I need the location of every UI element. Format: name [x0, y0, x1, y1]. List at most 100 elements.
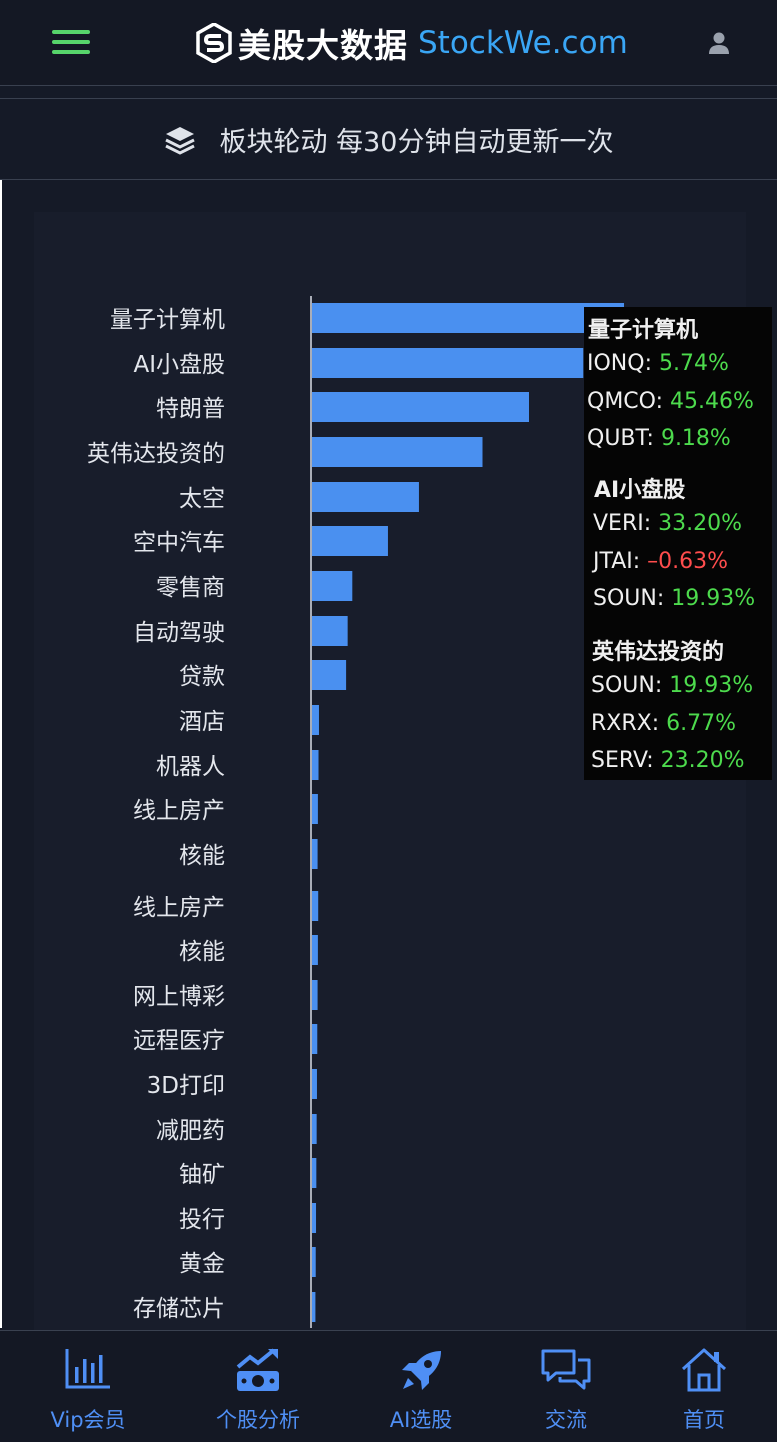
bar[interactable] — [312, 616, 348, 646]
s-logo-icon — [196, 23, 232, 63]
category-label: 机器人 — [156, 754, 225, 780]
nav-home[interactable]: 首页 — [629, 1331, 777, 1442]
category-label: 核能 — [179, 939, 225, 965]
section-header: 板块轮动 每30分钟自动更新一次 — [0, 100, 777, 180]
tooltip-ticker: JTAI: — [593, 548, 641, 574]
tooltip-row: QMCO: 45.46% — [587, 389, 754, 414]
category-label: 贷款 — [179, 664, 225, 690]
bar[interactable] — [312, 482, 419, 512]
bar[interactable] — [312, 794, 318, 824]
bar[interactable] — [312, 1158, 317, 1188]
chat-icon — [541, 1349, 591, 1390]
bar[interactable] — [312, 1203, 317, 1233]
nav-vip[interactable]: Vip会员 — [13, 1331, 163, 1442]
bar[interactable] — [312, 1024, 318, 1054]
tooltip-ticker: QMCO: — [587, 388, 664, 414]
tooltip-ticker: SOUN: — [593, 586, 665, 611]
bar[interactable] — [312, 571, 353, 601]
tooltip-ticker: QUBT: — [587, 426, 654, 451]
category-label: 铀矿 — [179, 1162, 225, 1188]
category-label: 减肥药 — [156, 1118, 225, 1144]
tooltip-change: 45.46% — [663, 388, 754, 414]
tooltip-change: –0.63% — [640, 548, 729, 574]
tooltip-change: 9.18% — [653, 426, 731, 451]
nav-chat-label: 交流 — [545, 1408, 587, 1432]
nav-stock-analysis-label: 个股分析 — [216, 1408, 300, 1432]
tooltip-row: QUBT: 9.18% — [587, 426, 731, 451]
tooltip-change: 5.74% — [652, 351, 729, 376]
rocket-icon — [402, 1351, 441, 1390]
tooltip-row: SERV: 23.20% — [591, 748, 745, 773]
sector-rotation-chart[interactable]: 量子计算机AI小盘股特朗普英伟达投资的太空空中汽车零售商自动驾驶贷款酒店机器人线… — [0, 0, 777, 1330]
header-divider — [0, 87, 777, 99]
bar[interactable] — [312, 750, 319, 780]
left-edge-strip — [0, 180, 2, 1328]
tooltip-change: 6.77% — [659, 710, 737, 736]
user-icon[interactable] — [706, 30, 732, 56]
category-label: 太空 — [179, 486, 225, 512]
category-label: 存储芯片 — [133, 1296, 225, 1322]
category-label: 特朗普 — [156, 396, 225, 422]
category-label: 3D打印 — [147, 1073, 225, 1099]
section-title: 板块轮动 每30分钟自动更新一次 — [219, 127, 614, 158]
bar[interactable] — [312, 303, 625, 333]
tooltip-ticker: SERV: — [591, 748, 654, 773]
bar[interactable] — [312, 705, 319, 735]
category-label: 网上博彩 — [133, 984, 225, 1010]
bottom-navigation: Vip会员 个股分析 AI选股 交流 — [0, 1330, 777, 1442]
bar[interactable] — [312, 348, 584, 378]
category-label: 线上房产 — [133, 798, 225, 824]
brand-logo[interactable]: 美股大数据 StockWe.com — [196, 18, 628, 68]
category-label: 核能 — [179, 843, 225, 869]
tooltip-group-title: 英伟达投资的 — [592, 640, 725, 665]
category-label: 英伟达投资的 — [87, 441, 225, 467]
category-label: 酒店 — [179, 709, 225, 735]
bar[interactable] — [312, 839, 318, 869]
bar[interactable] — [312, 1292, 316, 1322]
nav-home-label: 首页 — [683, 1408, 725, 1432]
category-label: 线上房产 — [133, 895, 225, 921]
bar[interactable] — [312, 1069, 317, 1099]
tooltip-row: SOUN: 19.93% — [593, 586, 755, 611]
tooltip-group-title: AI小盘股 — [594, 478, 686, 503]
category-label: 远程医疗 — [133, 1028, 225, 1054]
tooltip-change: 23.20% — [653, 748, 745, 773]
category-label: 投行 — [179, 1207, 225, 1233]
nav-ai-picks[interactable]: AI选股 — [346, 1331, 496, 1442]
tooltip-change: 19.93% — [664, 586, 756, 611]
category-label: 量子计算机 — [110, 307, 225, 333]
tooltip-group-title: 量子计算机 — [588, 318, 699, 343]
nav-stock-analysis[interactable]: 个股分析 — [183, 1331, 333, 1442]
tooltip-row: SOUN: 19.93% — [591, 673, 753, 698]
bar[interactable] — [312, 660, 347, 690]
layers-icon — [164, 126, 195, 155]
category-label: 空中汽车 — [133, 530, 225, 556]
tooltip-ticker: SOUN: — [591, 673, 663, 698]
bar[interactable] — [312, 437, 483, 467]
bar[interactable] — [312, 1114, 317, 1144]
category-label: 黄金 — [179, 1251, 225, 1277]
brand-name-en: StockWe.com — [418, 25, 628, 61]
tooltip-ticker: VERI: — [593, 511, 652, 536]
bar[interactable] — [312, 1247, 316, 1277]
nav-chat[interactable]: 交流 — [491, 1331, 641, 1442]
tooltip-row: IONQ: 5.74% — [587, 351, 729, 376]
brand-name-cn: 美股大数据 — [238, 26, 408, 65]
bar[interactable] — [312, 392, 529, 422]
hamburger-menu-icon[interactable] — [52, 27, 92, 57]
bar[interactable] — [312, 980, 318, 1010]
bar[interactable] — [312, 935, 318, 965]
tooltip-row: JTAI: –0.63% — [593, 549, 728, 574]
category-label: AI小盘股 — [133, 352, 225, 378]
money-trend-icon — [236, 1348, 279, 1391]
category-label: 自动驾驶 — [133, 620, 225, 646]
bar[interactable] — [312, 891, 319, 921]
chart-tooltip: 量子计算机 IONQ: 5.74% QMCO: 45.46% QUBT: 9.18% A… — [584, 307, 772, 780]
tooltip-ticker: RXRX: — [591, 710, 660, 736]
tooltip-change: 19.93% — [662, 673, 754, 698]
top-header: 美股大数据 StockWe.com — [0, 0, 777, 86]
bar-chart-icon — [65, 1349, 110, 1389]
nav-vip-label: Vip会员 — [50, 1408, 126, 1432]
bar[interactable] — [312, 526, 388, 556]
home-icon — [681, 1348, 727, 1392]
